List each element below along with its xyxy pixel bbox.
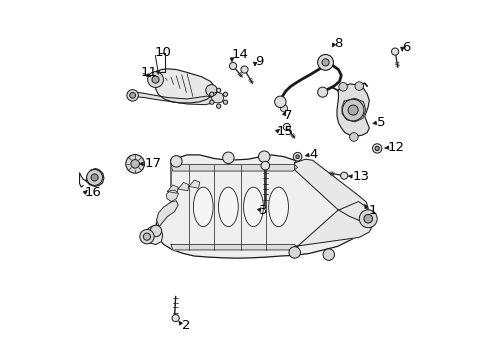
Circle shape: [216, 104, 221, 108]
Circle shape: [241, 66, 247, 73]
Circle shape: [129, 93, 135, 98]
Circle shape: [91, 174, 98, 181]
Text: 17: 17: [144, 157, 161, 170]
Polygon shape: [156, 201, 178, 226]
Circle shape: [347, 105, 357, 115]
Text: 10: 10: [155, 46, 171, 59]
Text: 15: 15: [276, 125, 293, 138]
Polygon shape: [155, 155, 369, 258]
Circle shape: [323, 249, 334, 260]
Circle shape: [295, 155, 299, 158]
Circle shape: [280, 105, 287, 112]
Polygon shape: [294, 159, 367, 221]
Circle shape: [274, 96, 285, 108]
Ellipse shape: [243, 187, 263, 226]
Polygon shape: [131, 93, 215, 105]
Polygon shape: [86, 168, 104, 186]
Ellipse shape: [218, 187, 238, 226]
Circle shape: [261, 161, 269, 170]
Circle shape: [209, 92, 214, 96]
Circle shape: [205, 85, 217, 96]
Text: 9: 9: [255, 55, 263, 68]
Text: 1: 1: [367, 204, 376, 217]
Polygon shape: [341, 98, 365, 122]
Polygon shape: [167, 185, 178, 193]
Text: 6: 6: [402, 41, 410, 54]
Circle shape: [288, 247, 300, 258]
Text: 4: 4: [308, 148, 317, 161]
Circle shape: [126, 90, 138, 101]
Circle shape: [317, 54, 333, 70]
Circle shape: [321, 59, 328, 66]
Polygon shape: [188, 180, 199, 188]
Polygon shape: [294, 202, 372, 249]
Polygon shape: [143, 225, 163, 244]
Circle shape: [258, 151, 269, 162]
Circle shape: [223, 92, 227, 96]
Circle shape: [150, 225, 162, 237]
Ellipse shape: [193, 187, 213, 226]
Text: 5: 5: [376, 116, 385, 129]
Circle shape: [209, 100, 214, 104]
Circle shape: [222, 152, 234, 163]
Text: 16: 16: [85, 186, 102, 199]
Circle shape: [86, 170, 102, 185]
Text: 14: 14: [231, 48, 248, 61]
Circle shape: [372, 144, 381, 153]
Circle shape: [342, 99, 363, 121]
Polygon shape: [336, 84, 368, 136]
Circle shape: [147, 72, 163, 87]
Polygon shape: [178, 183, 188, 191]
Circle shape: [391, 48, 398, 55]
Circle shape: [283, 123, 290, 131]
Circle shape: [170, 156, 182, 167]
Circle shape: [143, 233, 150, 240]
Polygon shape: [171, 244, 297, 250]
Circle shape: [140, 229, 154, 244]
Text: 7: 7: [284, 109, 292, 122]
Text: 8: 8: [333, 37, 342, 50]
Circle shape: [338, 82, 346, 91]
Polygon shape: [211, 92, 223, 103]
Circle shape: [223, 100, 227, 104]
Circle shape: [216, 88, 221, 93]
Polygon shape: [171, 165, 297, 171]
Polygon shape: [154, 69, 215, 103]
Circle shape: [293, 152, 301, 161]
Circle shape: [354, 82, 363, 90]
Circle shape: [349, 133, 357, 141]
Circle shape: [172, 315, 179, 321]
Ellipse shape: [268, 187, 288, 226]
Circle shape: [125, 154, 144, 173]
Circle shape: [317, 87, 327, 97]
Circle shape: [229, 62, 236, 69]
Circle shape: [131, 159, 139, 168]
Circle shape: [363, 215, 372, 223]
Text: 12: 12: [387, 141, 404, 154]
Polygon shape: [166, 190, 178, 202]
Circle shape: [374, 146, 379, 150]
Text: 13: 13: [351, 170, 368, 183]
Text: 2: 2: [182, 319, 190, 332]
Text: 3: 3: [258, 204, 267, 217]
Circle shape: [359, 210, 376, 228]
Text: 11: 11: [140, 66, 157, 79]
Circle shape: [152, 76, 159, 83]
Circle shape: [340, 172, 347, 179]
